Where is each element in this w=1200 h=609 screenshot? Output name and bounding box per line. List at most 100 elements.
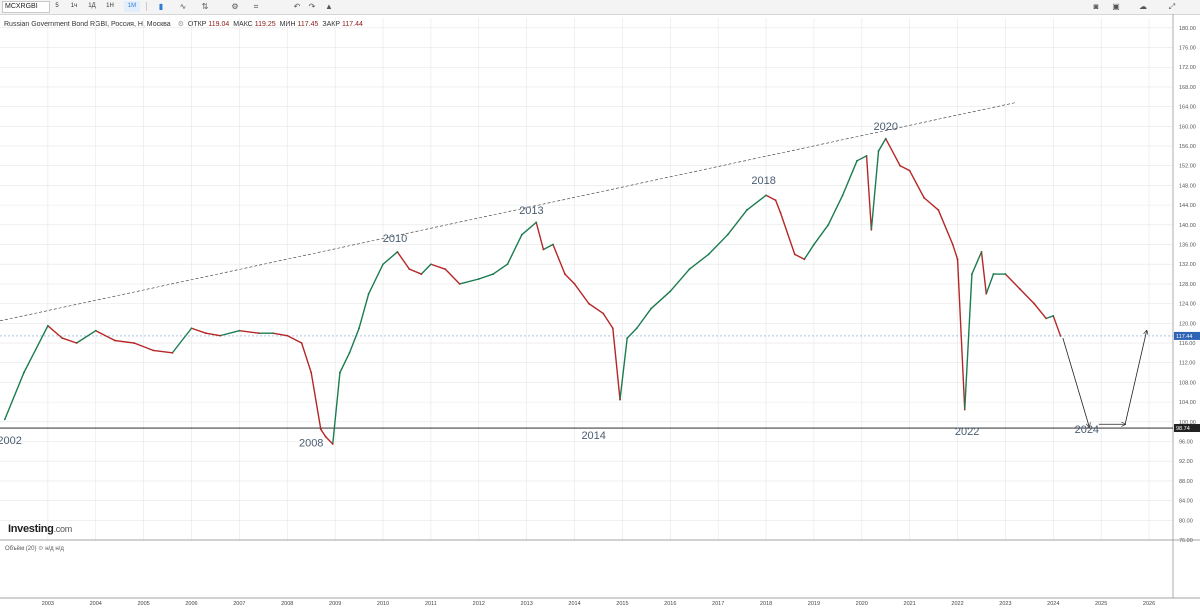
y-tick-label: 84.00 [1179, 499, 1193, 505]
x-tick-label: 2026 [1143, 601, 1155, 607]
price-segment [133, 342, 154, 352]
price-chart[interactable]: 76.00 80.00 84.00 88.00 92.00 96.00 100.00 104.… [0, 14, 1200, 609]
x-tick-label: 2021 [904, 601, 916, 607]
y-tick-label: 128.00 [1179, 282, 1196, 288]
drawing-icon[interactable]: ⌗ [253, 2, 259, 11]
high-label: МАКС [233, 21, 253, 28]
price-point [396, 251, 399, 253]
x-tick-label: 2020 [856, 601, 868, 607]
price-point [669, 290, 672, 293]
legend-title: Russian Government Bond RGBI, Россия, Н,… [4, 21, 171, 28]
price-point [219, 334, 222, 337]
price-point [765, 194, 767, 197]
camera-icon[interactable]: ◙ [1093, 2, 1099, 11]
price-segment [310, 371, 322, 430]
price-segment [367, 263, 384, 295]
last-price-tag [1174, 331, 1200, 340]
volume-value-2: н/д [55, 546, 64, 552]
price-point [602, 312, 605, 315]
price-point [257, 332, 260, 335]
x-tick-label: 2007 [233, 601, 245, 607]
redo-icon[interactable]: ↷ [308, 2, 316, 11]
y-tick-label: 96.00 [1179, 440, 1193, 446]
price-segment [573, 283, 590, 305]
candle-type-icon[interactable]: ▮ [158, 2, 164, 11]
price-point [980, 251, 983, 253]
legend-settings-icon[interactable]: ⚙ [177, 21, 184, 28]
price-segment [794, 253, 806, 261]
price-segment [286, 334, 303, 344]
price-segment [542, 243, 554, 251]
x-tick-label: 2017 [712, 601, 724, 607]
price-point [348, 351, 351, 354]
x-tick-label: 2008 [281, 601, 293, 607]
price-segment [535, 221, 545, 251]
price-point [1059, 335, 1062, 337]
volume-settings-icon[interactable]: ⚙ [38, 546, 44, 552]
interval-5-button[interactable]: 5 [55, 3, 59, 9]
price-segment [75, 330, 97, 344]
price-point [94, 329, 97, 332]
close-value: 117.44 [342, 21, 363, 28]
x-tick-label: 2015 [616, 601, 628, 607]
price-segment [114, 339, 135, 344]
indicator-icon[interactable]: ∿ [179, 2, 187, 11]
volume-value-1: н/д [45, 546, 54, 552]
interval-1w-button[interactable]: 1Н [106, 3, 114, 9]
price-segment [612, 327, 621, 401]
layout-icon[interactable]: ▣ [1112, 2, 1120, 11]
volume-legend: Объём (20) ⚙ н/д н/д [5, 545, 64, 552]
year-annotation: 2008 [299, 437, 323, 449]
price-segment [564, 273, 576, 285]
price-segment [827, 194, 844, 226]
price-point [367, 292, 370, 295]
symbol-input[interactable]: MCXRGBI [2, 1, 50, 13]
price-point [75, 342, 78, 344]
toolbar-divider [146, 2, 147, 11]
compare-icon[interactable]: ⇅ [201, 2, 209, 11]
price-segment [899, 165, 911, 172]
y-tick-label: 108.00 [1179, 380, 1196, 386]
price-segment [952, 243, 959, 261]
interval-1d-button[interactable]: 1Д [88, 3, 96, 9]
price-segment [626, 327, 638, 339]
y-tick-label: 180.00 [1179, 26, 1196, 32]
price-segment [552, 243, 566, 275]
x-tick-label: 2004 [90, 601, 102, 607]
price-segment [339, 352, 351, 374]
year-annotation: 2002 [0, 435, 22, 447]
cloud-icon[interactable]: ☁ [1139, 2, 1147, 11]
last-price-label: 117.44 [1176, 334, 1192, 340]
x-tick-label: 2005 [138, 601, 150, 607]
price-segment [61, 337, 78, 344]
price-point [458, 283, 461, 285]
high-value: 119.25 [254, 21, 276, 28]
interval-1h-button[interactable]: 1ч [70, 3, 78, 9]
price-segment [408, 268, 423, 275]
price-segment [444, 268, 461, 285]
price-segment [1045, 315, 1055, 320]
price-segment [1033, 302, 1047, 320]
price-point [61, 337, 64, 339]
projection-arrow-down [1062, 337, 1089, 427]
interval-1m-button[interactable]: 1М [124, 1, 140, 12]
price-point [635, 327, 638, 330]
fullscreen-icon[interactable]: ⤢ [1168, 2, 1176, 11]
price-segment [602, 312, 614, 329]
investing-logo: Investing.com [8, 523, 72, 535]
price-point [841, 194, 844, 197]
price-point [726, 233, 729, 236]
price-segment [956, 258, 966, 411]
price-point [774, 199, 777, 202]
price-point [272, 332, 274, 335]
price-point [951, 243, 954, 246]
alert-icon[interactable]: ▲ [325, 2, 333, 11]
undo-icon[interactable]: ↶ [293, 2, 301, 11]
price-segment [478, 273, 494, 280]
price-point [856, 159, 858, 162]
y-tick-label: 152.00 [1179, 164, 1196, 170]
settings-icon[interactable]: ⚙ [231, 2, 239, 11]
x-tick-label: 2013 [521, 601, 533, 607]
price-segment [492, 263, 509, 275]
price-segment [841, 160, 858, 196]
